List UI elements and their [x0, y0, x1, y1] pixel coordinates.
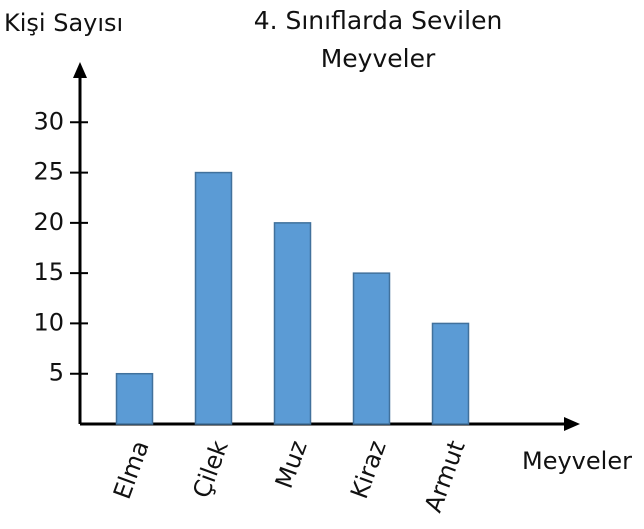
x-arrow — [564, 417, 580, 431]
bar — [194, 171, 233, 425]
y-tick-label: 25 — [33, 158, 64, 186]
y-tick-label: 15 — [33, 258, 64, 286]
y-tick-label: 20 — [33, 208, 64, 236]
bar — [352, 272, 391, 425]
y-axis-label: Kişi Sayısı — [4, 9, 123, 37]
x-tick-label: Armut — [419, 437, 471, 516]
y-arrow — [73, 62, 87, 78]
bar — [115, 372, 154, 425]
y-tick-label: 10 — [33, 308, 64, 336]
x-tick-label: Çilek — [187, 437, 233, 502]
x-tick-label: Elma — [108, 437, 155, 503]
chart-title: 4. Sınıflarda Sevilen Meyveler — [253, 6, 503, 73]
bar — [431, 322, 470, 425]
y-tick-label: 30 — [33, 107, 64, 135]
y-tick-label: 5 — [49, 359, 64, 387]
bar — [273, 222, 312, 425]
x-tick-label: Muz — [270, 437, 313, 492]
x-axis-label: Meyveler — [522, 447, 632, 475]
x-tick-label: Kiraz — [345, 437, 392, 503]
